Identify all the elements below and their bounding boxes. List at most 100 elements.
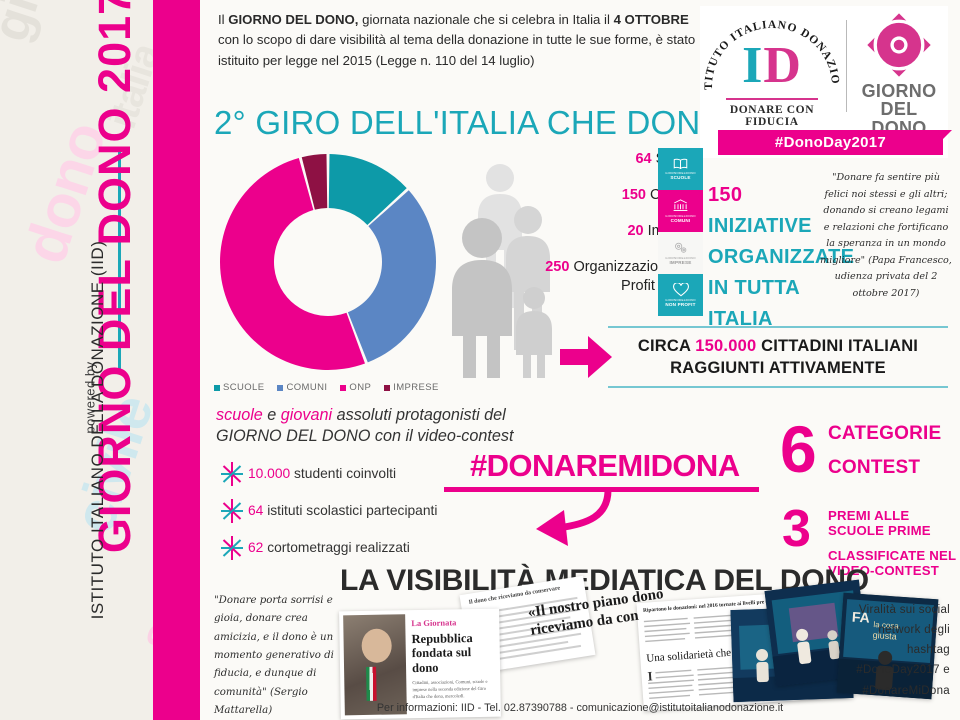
- six-labels: CATEGORIE CONTEST: [828, 423, 941, 479]
- press-photo: FA la cosa giusta: [836, 592, 939, 700]
- intro-paragraph: Il GIORNO DEL DONO, giornata nazionale c…: [218, 10, 703, 71]
- badge-imprese: GIORNODELDONO IMPRESE: [658, 232, 703, 274]
- bullet-label: studenti coinvolti: [290, 466, 397, 481]
- donut-slice-imprese: [301, 154, 328, 210]
- people-pictogram-icon: [452, 164, 552, 378]
- section-headline: 2° GIRO DELL'ITALIA CHE DONA: [214, 104, 723, 141]
- iniziative-callout: 150 INIZIATIVE ORGANIZZATE IN TUTTA ITAL…: [708, 180, 855, 335]
- svg-text:la cosa: la cosa: [873, 620, 899, 631]
- tricolor-sash: [366, 666, 377, 701]
- svg-text:I: I: [647, 668, 653, 683]
- circa-pre: CIRCA: [637, 336, 696, 355]
- fa-la-cosa-giusta-photo: FA la cosa giusta: [836, 592, 939, 700]
- diamond-flower-icon: [867, 13, 931, 77]
- scuole-mid: e: [262, 406, 281, 424]
- pink-arrow-icon: [560, 336, 612, 378]
- stat-number: 20: [627, 223, 644, 240]
- legend-swatch-onp: [340, 384, 347, 391]
- donut-slice-onp: [220, 158, 365, 370]
- legend-item: IMPRESE: [384, 382, 439, 393]
- bullet-label: istituti scolastici partecipanti: [263, 503, 438, 518]
- building-icon: [673, 199, 688, 212]
- pink-accent-stripe: [153, 0, 200, 720]
- circa-number: 150.000: [695, 336, 757, 355]
- iid-letter-i: I: [742, 37, 764, 94]
- scuole-word: scuole: [216, 406, 263, 424]
- iid-arc-text: ISTITUTO ITALIANO DONAZIONE: [702, 12, 840, 90]
- footer-contact: Per informazioni: IID - Tel. 02.87390788…: [376, 702, 784, 714]
- iniziative-number: 150: [708, 184, 743, 206]
- iniziative-word: INIZIATIVE: [708, 215, 812, 237]
- bullet-text: 62 cortometraggi realizzati: [248, 540, 410, 555]
- legend-swatch-scuole: [214, 384, 220, 391]
- donut-chart: [216, 150, 440, 382]
- badge-non-profit: GIORNODELDONO NON PROFIT: [658, 274, 703, 316]
- clipping-body: Cittadini, associazioni, Comuni, scuole …: [412, 678, 488, 699]
- chart-legend: SCUOLE COMUNI ONP IMPRESE: [214, 382, 454, 393]
- badge-label: SCUOLE: [670, 175, 691, 181]
- badge-label: IMPRESE: [669, 259, 692, 265]
- gdd-line1: GIORNO: [861, 81, 937, 101]
- intro-part2: giornata nazionale che si celebra in Ita…: [358, 12, 614, 27]
- hashtag-underline: [444, 487, 759, 492]
- iniziative-line3: IN TUTTA ITALIA: [708, 277, 800, 330]
- main-content: Il GIORNO DEL DONO, giornata nazionale c…: [200, 0, 960, 720]
- legend-swatch-comuni: [277, 384, 284, 391]
- clipping-photo: [343, 614, 407, 716]
- iniziative-line2: ORGANIZZATE: [708, 246, 855, 268]
- list-item: 64 istituti scolastici partecipanti: [216, 492, 506, 529]
- badge-top-label: GIORNODELDONO: [665, 171, 696, 176]
- three-number: 3: [782, 500, 811, 558]
- legend-item: ONP: [340, 382, 371, 393]
- donut-slice-scuole: [328, 154, 407, 226]
- circa-banner: CIRCA 150.000 CITTADINI ITALIANI RAGGIUN…: [608, 326, 948, 388]
- legend-label-scuole: SCUOLE: [223, 382, 265, 393]
- gdd-wordmark: GIORNO DEL DONO: [852, 82, 946, 137]
- logo-separator: [846, 20, 847, 112]
- iid-tagline: DONARE CON FIDUCIA: [729, 104, 815, 128]
- legend-swatch-imprese: [384, 384, 391, 391]
- vertical-divider-line: [118, 152, 121, 370]
- giorno-del-dono-logo: GIORNO DEL DONO: [852, 12, 946, 137]
- gears-icon: [675, 242, 687, 253]
- badge-top-label: GIORNODELDONO: [665, 298, 696, 303]
- stat-number: 150: [621, 187, 646, 204]
- bullet-list: 10.000 studenti coinvolti 64 istituti sc…: [216, 455, 506, 566]
- svg-text:FA: FA: [851, 608, 870, 625]
- iid-monogram: ID: [702, 36, 842, 95]
- organization-name: ISTITUTO ITALIANO DELLA DONAZIONE (IID): [88, 240, 107, 620]
- intro-bold-giorno: GIORNO DEL DONO,: [228, 12, 359, 27]
- scuole-giovani-text: scuole e giovani assoluti protagonisti d…: [216, 405, 526, 447]
- list-item: 62 cortometraggi realizzati: [216, 529, 506, 566]
- iid-logo: ISTITUTO ITALIANO DONAZIONE ID DONARE CO…: [702, 12, 842, 128]
- donaremidona-hashtag: #DONAREMIDONA: [470, 448, 740, 483]
- clipping-kicker: La Giornata: [411, 617, 457, 629]
- six-line2: CONTEST: [828, 457, 921, 478]
- logo-block: ISTITUTO ITALIANO DONAZIONE ID DONARE CO…: [700, 6, 952, 158]
- donut-slice-comuni: [347, 190, 436, 363]
- mattarella-quote: "Donare porta sorrisi e gioia, donare cr…: [214, 595, 334, 717]
- heart-icon: [672, 282, 689, 297]
- intro-bold-date: 4 OTTOBRE: [613, 12, 689, 27]
- category-badges: GIORNODELDONO SCUOLE GIORNODELDONO COMUN…: [658, 148, 703, 316]
- circa-line1: CIRCA 150.000 CITTADINI ITALIANI: [638, 335, 918, 357]
- bullet-text: 64 istituti scolastici partecipanti: [248, 503, 437, 518]
- badge-scuole: GIORNODELDONO SCUOLE: [658, 148, 703, 190]
- three-line2: CLASSIFICATE NEL VIDEO-CONTEST: [828, 548, 956, 578]
- hashtag-banner: #DonoDay2017: [718, 130, 952, 155]
- bullet-number: 10.000: [248, 466, 291, 481]
- legend-item: SCUOLE: [214, 382, 264, 393]
- three-line1: PREMI ALLE SCUOLE PRIME: [828, 508, 931, 538]
- stat-number: 250: [545, 259, 570, 276]
- three-labels: PREMI ALLE SCUOLE PRIME CLASSIFICATE NEL…: [828, 508, 960, 578]
- intro-part1: Il: [218, 12, 229, 27]
- bullet-number: 64: [248, 503, 264, 518]
- asterisk-icon: [221, 461, 243, 486]
- legend-label-imprese: IMPRESE: [393, 382, 439, 393]
- viralita-note: Viralità sui social network degli hashta…: [856, 604, 950, 697]
- badge-comuni: GIORNODELDONO COMUNI: [658, 190, 703, 232]
- asterisk-icon: [221, 498, 243, 523]
- stat-number: 64: [635, 151, 652, 167]
- bullet-number: 62: [248, 540, 264, 555]
